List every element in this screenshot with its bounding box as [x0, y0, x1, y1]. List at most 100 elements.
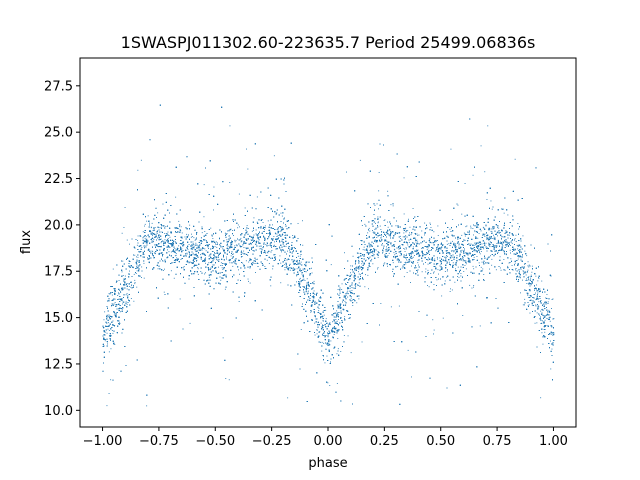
data-point — [165, 242, 166, 244]
data-point — [541, 322, 543, 324]
data-point — [122, 260, 124, 262]
data-point — [403, 241, 405, 243]
data-point — [186, 253, 188, 255]
data-point — [425, 268, 427, 270]
data-point — [274, 256, 275, 258]
data-point — [183, 255, 185, 257]
data-point — [221, 265, 223, 266]
data-point — [551, 326, 553, 328]
data-point — [387, 250, 389, 252]
data-point — [299, 278, 301, 280]
data-point — [181, 248, 183, 250]
data-point — [233, 235, 234, 236]
data-point — [297, 259, 299, 261]
data-point — [534, 289, 535, 291]
data-point — [352, 255, 354, 257]
data-point — [489, 268, 490, 270]
data-point — [442, 251, 444, 253]
data-point — [299, 255, 301, 257]
data-point — [214, 246, 216, 248]
data-point — [273, 236, 275, 237]
data-point — [514, 158, 516, 160]
data-point — [437, 225, 439, 227]
data-point — [311, 267, 312, 269]
data-point — [542, 343, 544, 345]
data-point — [424, 254, 426, 256]
data-point — [460, 251, 462, 253]
data-point — [114, 302, 116, 303]
data-point — [459, 255, 461, 257]
data-point — [520, 277, 521, 279]
data-point — [213, 258, 215, 260]
data-point — [529, 312, 531, 314]
data-point — [136, 244, 138, 246]
data-point — [356, 252, 358, 254]
data-point — [406, 259, 407, 261]
data-point — [144, 237, 146, 239]
data-point — [551, 332, 553, 334]
data-point — [444, 256, 446, 258]
data-point — [531, 283, 533, 284]
data-point — [551, 299, 553, 300]
data-point — [371, 258, 373, 260]
data-point — [473, 256, 475, 258]
data-point — [180, 246, 181, 248]
data-point — [362, 249, 364, 251]
data-point — [277, 227, 279, 228]
data-point — [551, 308, 552, 309]
data-point — [372, 252, 374, 254]
data-point — [489, 241, 491, 243]
data-point — [318, 308, 320, 309]
data-point — [441, 295, 443, 297]
data-point — [421, 247, 423, 249]
data-point — [193, 244, 195, 246]
data-point — [403, 232, 405, 234]
data-point — [447, 255, 448, 257]
data-point — [359, 159, 361, 161]
data-point — [189, 322, 191, 324]
data-point — [235, 244, 237, 246]
data-point — [134, 254, 136, 256]
data-point — [545, 297, 547, 299]
data-point — [522, 304, 524, 306]
data-point — [527, 261, 529, 263]
data-point — [337, 348, 339, 350]
data-point — [388, 252, 390, 254]
data-point — [524, 304, 525, 306]
data-point — [107, 314, 109, 316]
data-point — [484, 234, 485, 236]
data-point — [369, 256, 371, 258]
data-point — [533, 294, 535, 295]
data-point — [495, 245, 497, 246]
data-point — [318, 299, 320, 301]
data-point — [143, 253, 145, 255]
data-point — [350, 297, 352, 299]
data-point — [333, 326, 335, 328]
data-point — [275, 259, 276, 261]
data-point — [358, 268, 360, 270]
data-point — [232, 254, 233, 255]
data-point — [502, 249, 504, 251]
data-point — [484, 236, 486, 237]
data-point — [136, 286, 138, 288]
data-point — [537, 280, 539, 282]
data-point — [272, 268, 274, 270]
data-point — [410, 234, 412, 236]
data-point — [491, 208, 493, 210]
data-point — [117, 295, 119, 296]
data-point — [530, 284, 532, 286]
data-point — [541, 308, 543, 310]
data-point — [157, 268, 159, 270]
data-point — [274, 256, 276, 258]
data-point — [281, 249, 283, 251]
data-point — [381, 235, 383, 237]
data-point — [236, 245, 238, 247]
data-point — [244, 207, 246, 209]
data-point — [279, 255, 281, 257]
data-point — [515, 269, 516, 271]
data-point — [362, 261, 364, 263]
data-point — [363, 241, 365, 243]
data-point — [248, 261, 250, 263]
data-point — [350, 265, 352, 267]
data-point — [403, 213, 405, 215]
